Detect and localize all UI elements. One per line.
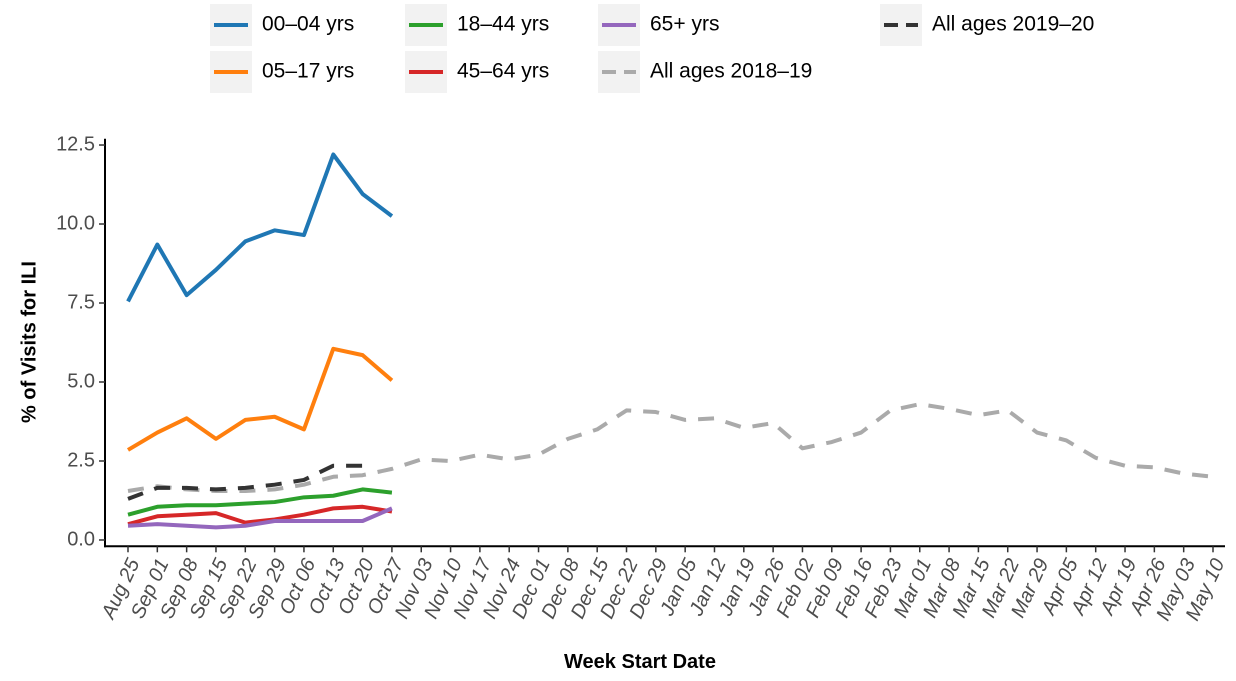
series-line [127,504,393,527]
series-line [126,152,394,303]
series-line [127,402,1214,494]
y-tick-label: 7.5 [67,291,95,313]
x-axis-title: Week Start Date [564,651,716,673]
y-tick-label: 12.5 [56,133,95,155]
legend-label: 65+ yrs [650,13,719,36]
y-tick-label: 2.5 [67,449,95,471]
series-line [127,463,363,501]
legend-label: 00‒04 yrs [262,13,354,36]
y-tick-label: 10.0 [56,212,95,234]
y-axis-title: % of Visits for ILI [18,261,40,423]
series-line [126,346,394,452]
legend-label: All ages 2018‒19 [650,60,812,83]
series-line [127,487,393,517]
y-tick-label: 5.0 [67,370,95,392]
y-tick-label: 0.0 [67,528,95,550]
legend-label: 05‒17 yrs [262,60,354,83]
series-line [127,506,393,530]
legend-label: All ages 2019‒20 [932,13,1094,36]
legend-label: 45‒64 yrs [457,60,549,83]
legend-label: 18‒44 yrs [457,13,549,36]
